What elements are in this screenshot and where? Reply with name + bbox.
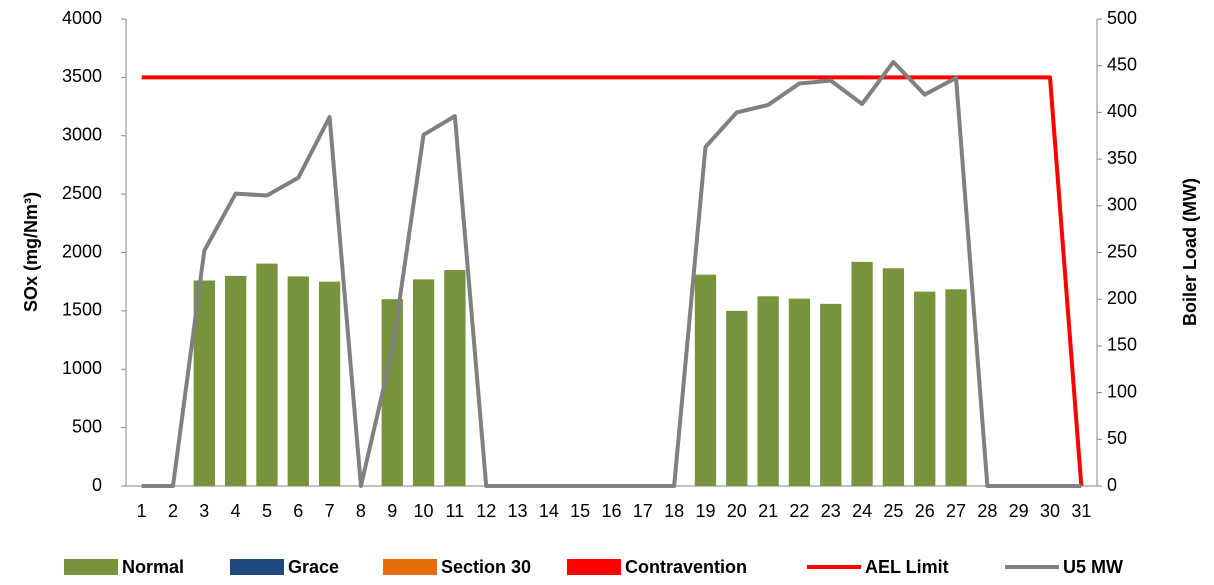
bar	[287, 276, 309, 486]
x-tick-label: 11	[446, 501, 465, 521]
x-tick-label: 3	[199, 501, 209, 521]
x-tick-label: 21	[758, 501, 778, 521]
bar	[914, 291, 936, 486]
x-tick-label: 14	[539, 501, 559, 521]
x-tick-label: 17	[633, 501, 653, 521]
x-tick-label: 5	[262, 501, 272, 521]
legend-swatch	[383, 559, 437, 575]
line	[141, 75, 1084, 487]
x-tick-label: 26	[915, 501, 935, 521]
y-tick-label: 0	[92, 475, 102, 495]
y2-tick-label: 350	[1107, 148, 1137, 168]
x-tick-label: 31	[1071, 501, 1091, 521]
y-tick-label: 500	[72, 416, 102, 436]
legend-label: Grace	[288, 557, 339, 577]
bar	[412, 279, 435, 486]
legend-label: Section 30	[441, 557, 531, 577]
y2-tick-label: 150	[1107, 335, 1137, 355]
bar	[882, 268, 905, 486]
y2-tick-label: 500	[1107, 8, 1137, 28]
y2-tick-label: 50	[1107, 428, 1127, 448]
y2-tick-label: 400	[1107, 101, 1137, 121]
x-tick-label: 1	[137, 501, 147, 521]
line	[141, 59, 1082, 488]
bar	[851, 261, 873, 486]
y-tick-label: 3000	[62, 125, 102, 145]
bar	[757, 296, 779, 486]
x-tick-label: 12	[476, 501, 496, 521]
y-tick-label: 2000	[62, 241, 102, 261]
y2-tick-label: 300	[1107, 195, 1137, 215]
bar	[193, 280, 215, 486]
y2-tick-label: 250	[1107, 241, 1137, 261]
bar	[318, 281, 341, 486]
legend-label: Normal	[122, 557, 184, 577]
y2-tick-label: 100	[1107, 381, 1137, 401]
legend-swatch	[230, 559, 284, 575]
y-tick-label: 4000	[62, 8, 102, 28]
bar	[694, 274, 717, 486]
x-tick-label: 7	[325, 501, 335, 521]
bar	[726, 310, 748, 486]
x-tick-label: 6	[293, 501, 303, 521]
x-tick-label: 25	[883, 501, 903, 521]
x-tick-label: 29	[1009, 501, 1029, 521]
y2-axis-title: Boiler Load (MW)	[1180, 178, 1200, 326]
x-tick-label: 27	[946, 501, 966, 521]
legend-label: U5 MW	[1063, 557, 1123, 577]
x-tick-label: 18	[664, 501, 684, 521]
x-tick-label: 8	[356, 501, 366, 521]
x-tick-label: 9	[387, 501, 397, 521]
x-tick-label: 16	[601, 501, 621, 521]
x-tick-label: 20	[727, 501, 747, 521]
legend-label: Contravention	[625, 557, 747, 577]
x-tick-label: 22	[789, 501, 809, 521]
x-tick-label: 15	[570, 501, 590, 521]
y2-tick-label: 200	[1107, 288, 1137, 308]
x-tick-label: 2	[168, 501, 178, 521]
x-tick-label: 23	[821, 501, 841, 521]
x-tick-label: 28	[977, 501, 997, 521]
y-tick-label: 1000	[62, 358, 102, 378]
legend-swatch	[64, 559, 118, 575]
x-tick-label: 4	[231, 501, 241, 521]
x-tick-label: 10	[414, 501, 434, 521]
bar	[256, 263, 278, 486]
y2-tick-label: 450	[1107, 54, 1137, 74]
legend-label: AEL Limit	[865, 557, 949, 577]
bar	[444, 270, 466, 486]
y-tick-label: 2500	[62, 183, 102, 203]
y-tick-label: 1500	[62, 300, 102, 320]
y2-tick-label: 0	[1107, 475, 1117, 495]
x-tick-label: 24	[852, 501, 872, 521]
x-tick-label: 19	[695, 501, 715, 521]
bar	[788, 298, 811, 486]
bar	[820, 303, 842, 486]
y-tick-label: 3500	[62, 66, 102, 86]
x-tick-label: 30	[1040, 501, 1060, 521]
x-tick-label: 13	[508, 501, 528, 521]
legend-swatch	[567, 559, 621, 575]
bar	[945, 289, 967, 486]
bar	[224, 275, 247, 486]
bar	[381, 299, 403, 486]
y-axis-title: SOx (mg/Nm³)	[21, 192, 41, 312]
